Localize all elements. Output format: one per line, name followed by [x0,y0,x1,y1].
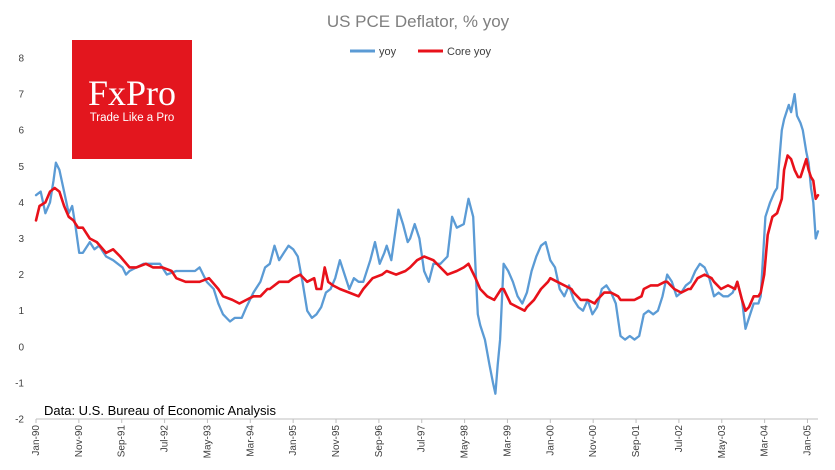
x-tick-label: Jul-92 [160,425,171,453]
x-tick-label: Jan-05 [802,425,813,456]
y-tick-label: -2 [15,415,24,426]
logo-tagline: Trade Like a Pro [90,112,175,124]
x-tick-label: Jan-00 [545,425,556,456]
x-tick-label: Nov-90 [74,425,85,458]
fxpro-logo: FxPro Trade Like a Pro [72,40,192,159]
x-tick-label: May-98 [460,425,471,459]
logo-name: FxPro [88,73,176,113]
y-tick-label: 8 [18,54,24,65]
x-tick-label: Mar-04 [760,425,771,457]
y-tick-label: 3 [18,234,24,245]
series-layer [34,92,820,395]
x-tick-label: Sep-91 [117,425,128,458]
chart-title: US PCE Deflator, % yoy [327,12,510,31]
y-axis: -2 -1 0 1 2 3 4 5 6 7 8 [15,54,24,426]
x-tick-label: Mar-94 [245,425,256,457]
y-tick-label: 1 [18,306,24,317]
legend: yoy Core yoy [350,46,492,58]
y-tick-label: 7 [18,90,24,101]
x-tick-label: May-93 [202,425,213,459]
y-tick-label: -1 [15,378,24,389]
x-tick-label: Sep-01 [631,425,642,458]
legend-label-core: Core yoy [447,46,492,58]
x-tick-label: Jan-90 [31,425,42,456]
x-tick-label: Nov-00 [588,425,599,458]
x-tick-label: May-03 [717,425,728,459]
x-tick-label: Jan-95 [288,425,299,456]
y-tick-label: 2 [18,270,24,281]
x-tick-label: Mar-99 [502,425,513,457]
logo-background [72,40,192,159]
legend-label-yoy: yoy [379,46,397,58]
x-tick-label: Jul-02 [674,425,685,453]
y-tick-label: 5 [18,162,24,173]
series-line-yoy [34,92,820,395]
x-axis: Jan-90 Nov-90 Sep-91 Jul-92 May-93 Mar-94 Jan-… [31,418,818,459]
x-tick-label: Sep-96 [374,425,385,458]
series-line-core-yoy [34,154,820,312]
y-tick-label: 6 [18,126,24,137]
x-tick-label: Nov-95 [331,425,342,458]
x-tick-label: Jul-97 [417,425,428,453]
y-tick-label: 4 [18,198,24,209]
y-tick-label: 0 [18,342,24,353]
source-note: Data: U.S. Bureau of Economic Analysis [44,403,276,418]
